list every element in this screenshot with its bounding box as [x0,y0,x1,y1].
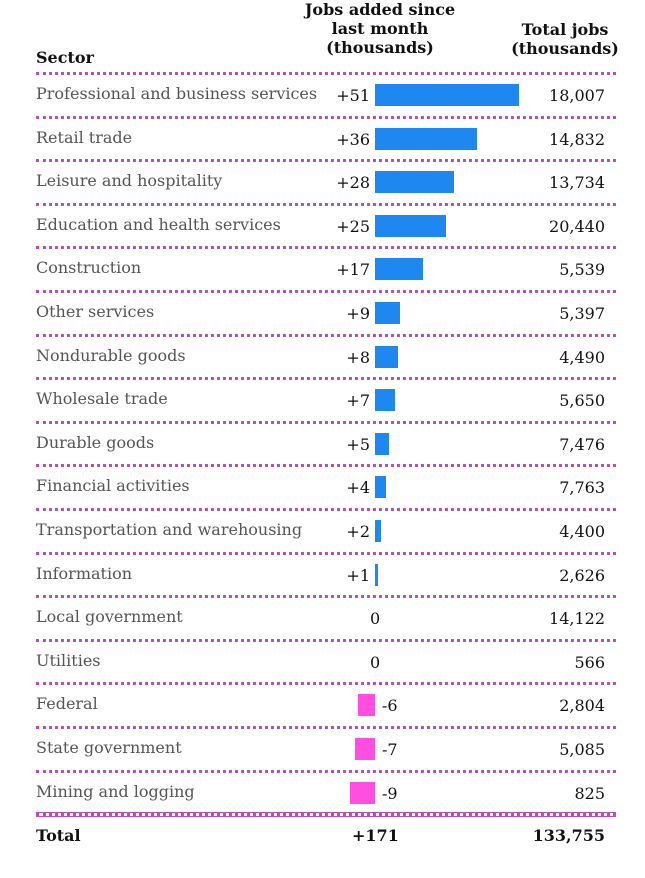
row-divider [36,333,616,337]
positive-bar [375,171,454,194]
row-divider [36,202,616,206]
row-divider [36,159,616,163]
positive-bar [375,127,477,150]
positive-bar [375,563,378,586]
sector-label: Nondurable goods [36,345,186,365]
total-jobs-value: 5,650 [559,391,605,411]
change-label: -6 [382,696,398,716]
total-jobs-value: 14,832 [549,129,605,149]
total-jobs-value: 4,490 [559,347,605,367]
header-sector: Sector [36,48,94,67]
sector-label: Transportation and warehousing [36,520,303,539]
row-divider [36,72,616,75]
row-divider [36,769,616,773]
sector-label: Durable goods [36,432,155,452]
total-jobs-value: 566 [574,652,605,672]
change-label: +36 [336,129,370,149]
total-jobs-value: 133,755 [532,826,605,845]
row-divider [36,246,616,250]
row-divider [36,682,616,686]
change-label: 0 [370,652,381,672]
positive-bar [375,389,395,412]
change-label: +1 [346,565,370,585]
positive-bar [375,476,387,499]
sector-label: Construction [36,258,142,278]
sector-label: Professional and business services [36,84,318,103]
total-jobs-value: 2,626 [559,565,605,585]
total-jobs-value: 14,122 [549,609,605,629]
sector-label: Information [36,563,133,583]
total-jobs-value: 18,007 [549,86,605,105]
change-label: +2 [346,522,370,541]
change-label: +4 [346,478,370,498]
row-divider [36,464,616,468]
row-divider [36,508,616,511]
change-label: 0 [370,609,381,629]
row-divider [36,726,616,729]
change-label: +25 [336,216,370,236]
positive-bar [375,214,446,237]
change-label: -7 [382,740,398,759]
sector-label: Federal [36,694,98,714]
change-label: -9 [382,783,398,803]
sector-label: Leisure and hospitality [36,171,223,191]
change-label: +51 [336,86,370,105]
change-label: +9 [346,304,370,323]
negative-bar [349,781,375,804]
row-divider [36,290,616,293]
row-divider [36,638,616,642]
change-label: +28 [336,173,370,193]
total-jobs-value: 5,539 [559,260,605,280]
sector-label: Local government [36,607,183,627]
total-jobs-value: 13,734 [549,173,605,193]
negative-bar [355,738,375,760]
sector-label: Utilities [36,650,101,670]
positive-bar [375,345,398,368]
row-divider [36,420,616,424]
negative-bar [358,694,375,717]
positive-bar [375,432,390,455]
total-divider [36,812,616,817]
change-label: +17 [336,260,370,280]
total-jobs-value: 5,085 [559,740,605,759]
total-jobs-value: 5,397 [559,304,605,323]
row-divider [36,377,616,381]
row-divider [36,115,616,119]
sector-label: Financial activities [36,476,190,496]
change-label: +7 [346,391,370,411]
positive-bar [375,84,519,106]
sector-label: Other services [36,302,155,321]
positive-bar [375,258,423,281]
row-divider [36,813,616,817]
sector-label: State government [36,738,182,757]
total-jobs-value: 7,763 [559,478,605,498]
total-jobs-value: 4,400 [559,522,605,541]
change-label: +5 [346,434,370,454]
sector-label: Education and health services [36,214,281,234]
change-label: +8 [346,347,370,367]
total-jobs-value: 825 [574,783,605,803]
positive-bar [375,302,401,324]
positive-bar [375,520,381,542]
sector-label: Wholesale trade [36,389,168,409]
total-jobs-value: 20,440 [549,216,605,236]
total-label: Total [36,826,81,845]
total-jobs-value: 2,804 [559,696,605,716]
row-divider [36,551,616,555]
total-change: +171 [352,826,399,845]
sector-label: Retail trade [36,127,133,147]
row-divider [36,595,616,599]
sector-label: Mining and logging [36,781,195,801]
total-jobs-value: 7,476 [559,434,605,454]
header-total-jobs: Total jobs (thousands) [511,20,619,58]
header-jobs-added: Jobs added since last month (thousands) [304,0,456,57]
